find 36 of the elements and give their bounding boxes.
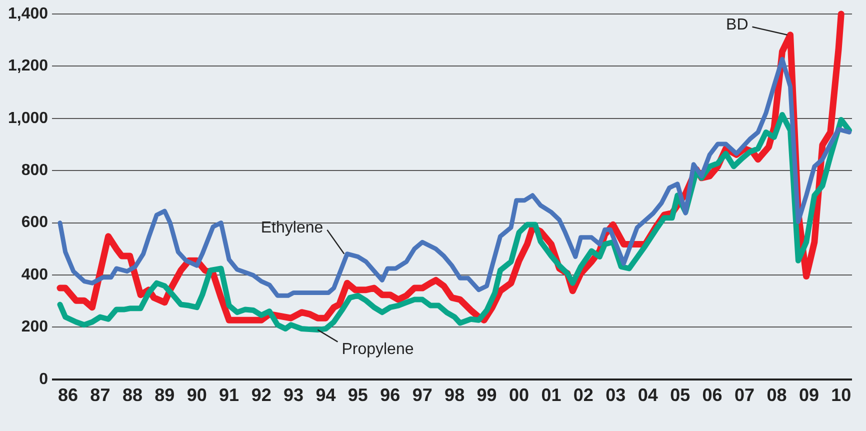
x-tick-label: 05: [670, 385, 690, 406]
y-tick-label: 200: [21, 318, 48, 336]
x-tick-label: 09: [798, 385, 819, 406]
x-tick-label: 01: [541, 385, 562, 406]
x-tick-label: 04: [638, 385, 658, 406]
x-tick-label: 00: [509, 385, 530, 406]
x-tick-label: 98: [444, 385, 465, 406]
x-tick-label: 87: [90, 385, 110, 406]
x-tick-label: 89: [154, 385, 175, 406]
x-tick-label: 88: [122, 385, 142, 406]
x-tick-label: 95: [348, 385, 368, 406]
x-tick-label: 86: [58, 385, 78, 406]
text: BD: [726, 16, 748, 34]
y-tick-label: 400: [21, 266, 48, 284]
y-tick-label: 0: [39, 370, 48, 388]
y-tick-label: 1,000: [8, 110, 48, 127]
y-tick-label: 1,400: [8, 5, 48, 22]
x-tick-label: 08: [766, 385, 787, 406]
x-tick-label: 93: [284, 385, 304, 406]
series-label: Ethylene: [260, 219, 324, 236]
y-tick-label: 800: [21, 162, 48, 180]
y-tick-label: 600: [21, 214, 48, 232]
x-tick-label: 10: [831, 385, 852, 406]
x-tick-label: 90: [186, 385, 207, 406]
x-tick-label: 91: [219, 385, 240, 406]
series-label: Propylene: [342, 341, 414, 358]
x-tick-label: 02: [573, 385, 594, 406]
y-tick-label: 1,200: [8, 58, 48, 75]
x-tick-label: 07: [734, 385, 754, 406]
x-tick-label: 96: [380, 385, 400, 406]
x-tick-label: 99: [476, 385, 497, 406]
x-tick-label: 97: [412, 385, 432, 406]
x-tick-label: 06: [702, 385, 722, 406]
x-tick-label: 94: [316, 385, 336, 406]
x-tick-label: 03: [606, 385, 626, 406]
x-tick-label: 92: [251, 385, 272, 406]
